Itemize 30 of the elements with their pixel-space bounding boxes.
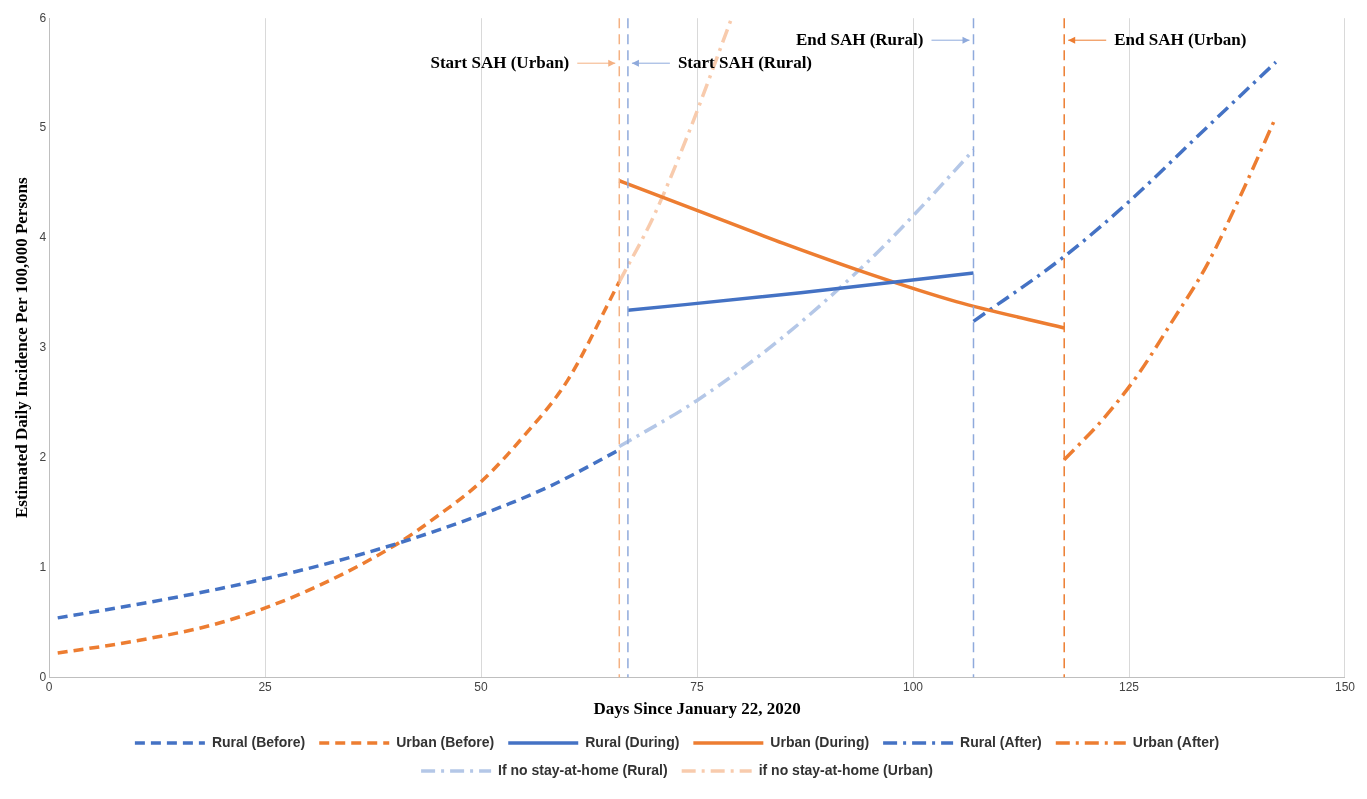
- y-tick-label: 5: [39, 120, 47, 135]
- x-tick-label: 50: [474, 679, 489, 694]
- legend-label: Rural (During): [585, 733, 680, 750]
- x-axis-title: Days Since January 22, 2020: [593, 699, 801, 719]
- legend-label: Rural (Before): [211, 733, 306, 750]
- x-tick-label: 150: [1334, 679, 1356, 694]
- line-series: [55, 280, 622, 655]
- line-series: [971, 60, 1278, 324]
- legend-label: Urban (Before): [396, 733, 495, 750]
- legend-label: if no stay-at-home (Urban): [758, 761, 933, 778]
- y-tick-label: 3: [39, 340, 47, 355]
- y-tick-label: 4: [39, 230, 47, 245]
- x-tick-label: 75: [690, 679, 705, 694]
- legend-label: If no stay-at-home (Rural): [498, 761, 668, 778]
- y-axis-title: Estimated Daily Incidence Per 100,000 Persons: [11, 177, 31, 518]
- legend-label: Urban (During): [770, 733, 870, 750]
- line-series: [617, 148, 976, 449]
- ref-line-label: Start SAH (Urban): [430, 52, 570, 72]
- y-tick-label: 0: [39, 669, 47, 684]
- legend-label: Urban (After): [1132, 733, 1220, 750]
- legend-label: Rural (After): [960, 733, 1042, 750]
- ref-line-label: End SAH (Urban): [1114, 29, 1247, 49]
- x-tick-label: 125: [1118, 679, 1140, 694]
- x-tick-label: 100: [903, 679, 924, 694]
- ref-line-label: Start SAH (Rural): [677, 52, 813, 72]
- y-tick-label: 2: [39, 449, 47, 464]
- ref-line-label: End SAH (Rural): [795, 29, 924, 49]
- x-tick-label: 25: [258, 679, 273, 694]
- y-tick-label: 1: [39, 559, 47, 574]
- y-tick-label: 6: [39, 10, 47, 25]
